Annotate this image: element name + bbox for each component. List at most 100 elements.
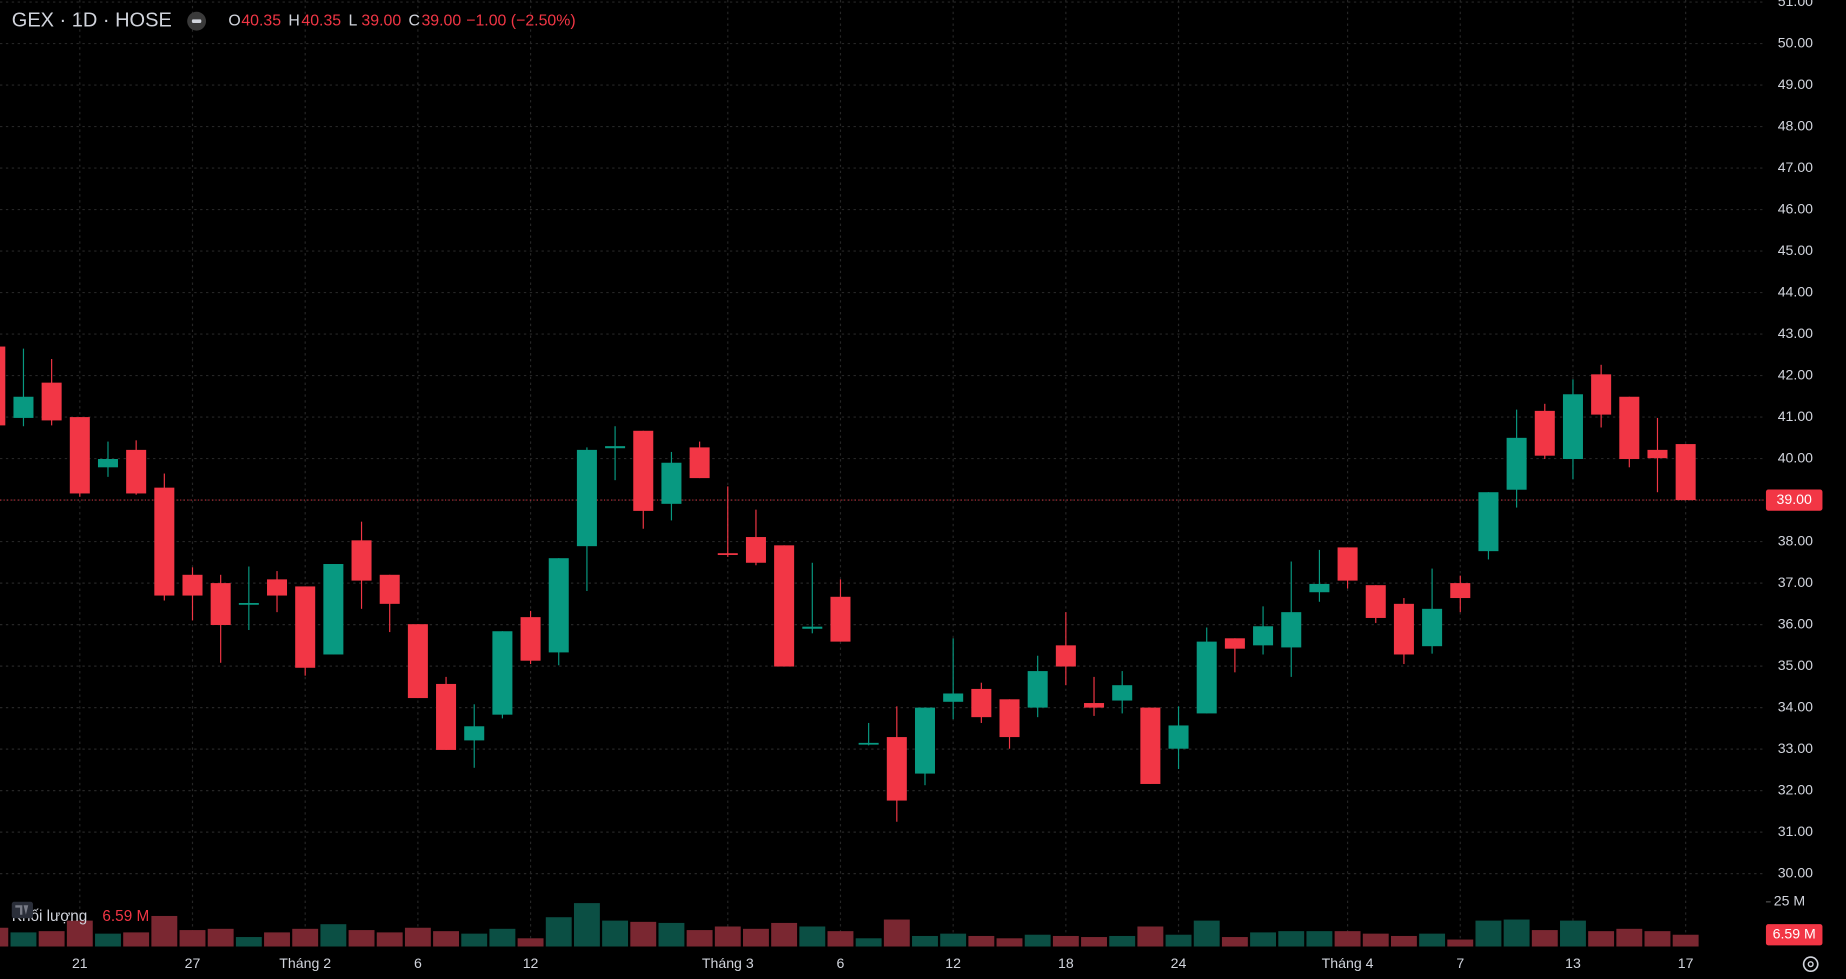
volume-bar xyxy=(1137,926,1164,947)
y-tick-label: 35.00 xyxy=(1778,657,1813,673)
candle-body xyxy=(97,459,118,468)
legend-key: L xyxy=(348,12,357,29)
volume-bar xyxy=(1221,937,1248,947)
volume-bar xyxy=(404,927,431,947)
candle-body xyxy=(351,540,372,581)
last-price-label: 39.00 xyxy=(1777,491,1812,507)
volume-bar xyxy=(883,919,910,947)
y-tick-label: 45.00 xyxy=(1778,242,1813,258)
volume-bar xyxy=(1362,933,1389,947)
candle-body xyxy=(492,631,513,715)
volume-bar xyxy=(996,938,1023,947)
volume-bar xyxy=(264,932,290,947)
candle-body xyxy=(295,586,316,668)
y-tick-label: 34.00 xyxy=(1778,698,1813,714)
volume-bar xyxy=(855,938,882,947)
y-tick-label: 44.00 xyxy=(1778,283,1813,299)
candle-body xyxy=(69,417,90,494)
x-tick-label: 12 xyxy=(945,955,961,971)
ohlc-legend: O 40.35 H 40.35 L 39.00 C 39.00 −1.00 (−2.50%) xyxy=(228,12,575,29)
volume-bar xyxy=(1672,934,1699,947)
volume-bar xyxy=(1419,933,1446,947)
candle-body xyxy=(1365,585,1386,618)
axes: 30.00 31.00 32.00 33.00 34.00 35.00 36.00 37.00… xyxy=(72,0,1823,971)
x-tick-label: 18 xyxy=(1058,955,1074,971)
candle-body xyxy=(661,462,682,504)
hide-icon xyxy=(191,19,202,23)
last-volume-box xyxy=(1765,924,1823,946)
candle-body xyxy=(576,449,597,547)
volume-bar xyxy=(1475,920,1502,947)
volume-bar xyxy=(348,930,375,947)
legend-value: 39.00 xyxy=(421,12,461,29)
candle-body xyxy=(774,545,795,667)
volume-bar xyxy=(912,935,938,947)
y-tick-label: 50.00 xyxy=(1778,34,1813,50)
candle-body xyxy=(1112,685,1133,701)
candle-body xyxy=(1309,583,1330,593)
candle-body xyxy=(182,574,203,596)
candle-body xyxy=(943,693,964,702)
y-tick-label: 46.00 xyxy=(1778,200,1813,216)
logo xyxy=(11,901,33,919)
volume-bar xyxy=(545,917,572,947)
candle-body xyxy=(971,688,992,718)
volume-bar xyxy=(1503,919,1530,947)
candle-body xyxy=(1450,583,1471,599)
candle-body xyxy=(238,603,259,605)
candle-body xyxy=(886,737,907,801)
volume-bar xyxy=(602,920,629,947)
settings-button[interactable] xyxy=(1802,956,1819,973)
y-tick-label: 42.00 xyxy=(1778,366,1813,382)
y-tick-label: 30.00 xyxy=(1778,864,1813,880)
chart-title: GEX · 1D · HOSE xyxy=(12,9,172,31)
volume-bar xyxy=(433,931,460,947)
x-tick-label: 24 xyxy=(1171,955,1187,971)
volume-bar xyxy=(630,921,657,947)
grid xyxy=(0,0,1766,947)
volume-tick-label: 25 M xyxy=(1774,893,1805,909)
y-tick-label: 48.00 xyxy=(1778,117,1813,133)
x-tick-label: 27 xyxy=(185,955,201,971)
volume-bar xyxy=(151,915,178,947)
volume-bar xyxy=(10,932,37,947)
volume-bar xyxy=(1165,934,1192,947)
legend-value: 39.00 xyxy=(361,12,401,29)
candle-body xyxy=(1224,638,1245,649)
volume-bar xyxy=(771,922,798,947)
volume-bar xyxy=(489,928,516,947)
candle-body xyxy=(605,446,626,449)
candle-body xyxy=(1337,547,1358,581)
last-volume-label: 6.59 M xyxy=(1773,925,1816,941)
x-tick-label: Tháng 3 xyxy=(702,955,754,971)
volume-value: 6.59 M xyxy=(102,908,149,925)
x-tick-label: 12 xyxy=(523,955,539,971)
candle-body xyxy=(1562,394,1583,460)
volume-bar xyxy=(827,931,854,947)
y-tick-label: 37.00 xyxy=(1778,574,1813,590)
legend-key: H xyxy=(288,12,299,29)
volume-bar xyxy=(1560,920,1586,947)
candle-body xyxy=(154,487,175,596)
candle-body xyxy=(210,583,231,626)
x-tick-label: Tháng 2 xyxy=(279,955,331,971)
y-tick-label: 31.00 xyxy=(1778,823,1813,839)
candle-body xyxy=(1168,725,1189,749)
candle-body xyxy=(1281,612,1302,648)
x-tick-label: Tháng 4 xyxy=(1322,955,1374,971)
candle-body xyxy=(0,346,6,426)
candle-body xyxy=(858,742,879,745)
y-tick-label: 49.00 xyxy=(1778,76,1813,92)
volume-pane xyxy=(0,903,1699,947)
volume-bar xyxy=(66,920,93,947)
candle-body xyxy=(1027,671,1048,708)
volume-bar xyxy=(0,927,9,947)
candle-body xyxy=(1619,396,1640,460)
candle-body xyxy=(1393,603,1414,655)
x-tick-label: 13 xyxy=(1565,955,1581,971)
volume-bar xyxy=(1306,931,1333,947)
x-tick-label: 7 xyxy=(1456,955,1464,971)
volume-bar xyxy=(517,938,544,947)
volume-bar xyxy=(1052,935,1079,947)
candle-body xyxy=(436,683,457,750)
